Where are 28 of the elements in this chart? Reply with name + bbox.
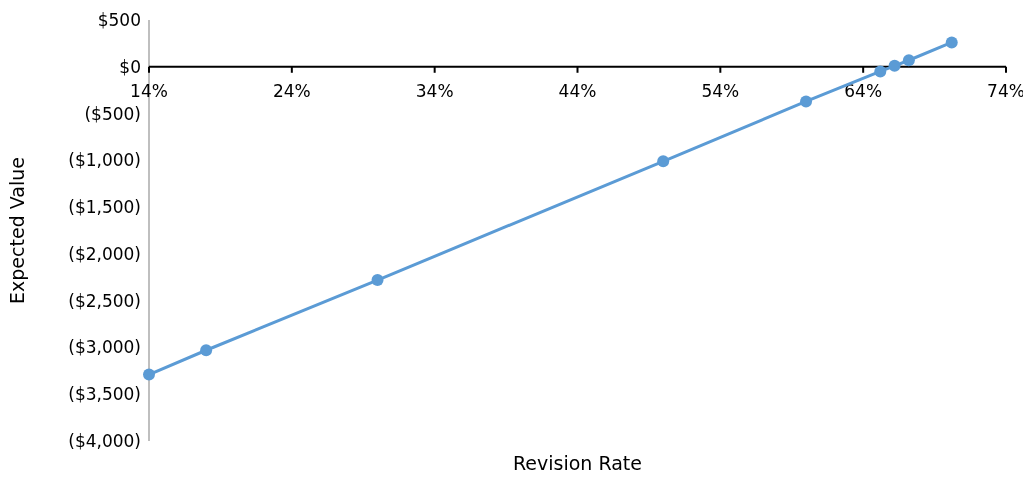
y-tick-label: ($500)	[84, 103, 141, 124]
x-tick-label: 64%	[844, 80, 883, 101]
x-tick-label: 44%	[558, 80, 597, 101]
y-tick-label: $500	[97, 9, 141, 30]
y-tick-label: $0	[119, 56, 141, 77]
y-tick-label: ($1,000)	[68, 150, 141, 171]
y-tick-label: ($3,500)	[68, 384, 141, 405]
x-tick-label: 34%	[415, 80, 454, 101]
y-tick-label: ($1,500)	[68, 197, 141, 218]
x-axis-title: Revision Rate	[512, 452, 643, 474]
y-tick-label: ($2,000)	[68, 243, 141, 264]
y-axis-title: Expected Value	[6, 157, 28, 304]
point	[371, 274, 384, 287]
point	[657, 155, 670, 168]
point	[200, 344, 213, 357]
point	[945, 36, 958, 49]
x-tick-label: 24%	[272, 80, 311, 101]
point	[143, 368, 155, 381]
x-tick-label: 54%	[701, 80, 740, 101]
point	[874, 65, 887, 78]
point	[800, 95, 813, 108]
point	[888, 59, 901, 72]
y-tick-label: ($4,000)	[68, 430, 141, 451]
x-tick-label: 74%	[987, 80, 1025, 101]
y-tick-label: ($2,500)	[68, 290, 141, 311]
point	[902, 54, 915, 67]
x-tick-label: 14%	[130, 80, 168, 101]
y-tick-label: ($3,000)	[68, 337, 141, 358]
